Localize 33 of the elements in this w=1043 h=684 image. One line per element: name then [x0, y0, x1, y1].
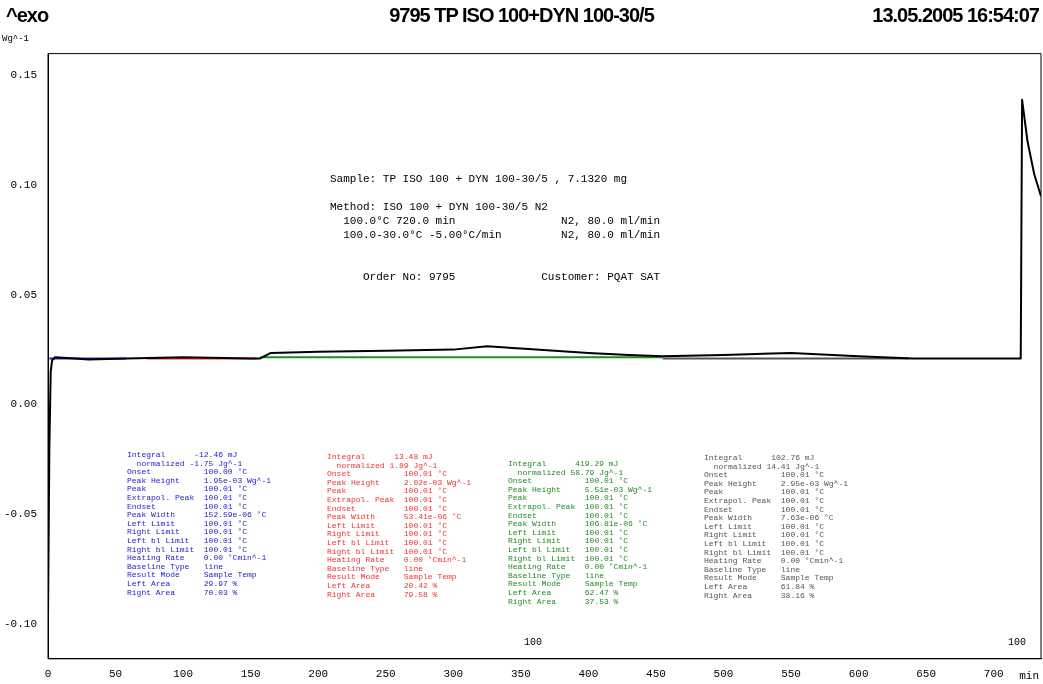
x-tick-label: 200 [308, 668, 329, 681]
y-tick-label: -0.10 [3, 617, 37, 630]
x-tick-label: 150 [240, 668, 261, 681]
y-tick-label: 0.05 [10, 288, 37, 301]
y-tick-label: 0.15 [10, 69, 37, 82]
y-tick-label: 0.10 [10, 179, 37, 192]
x-tick-label: 400 [578, 668, 599, 681]
text: Sample: TP ISO 100 + DYN 100-30/5 , 7.1320 mg Method: ISO 100 + DYN 100-30/5 N2 100.0°C 720.0 min N2, 80.0 ml/min 100.0-30.0°C -5.00°C/min N2, 80.0 ml/min Order No: 9795 Customer: PQAT SAT [330, 173, 661, 283]
x-tick-label: 250 [375, 668, 396, 681]
text: Integral 419.29 mJ normalized 58.79 Jg^-1 Onset 100.01 °C Peak Height 5.51e-03 Wg^-1 Peak 100.01 °C Extrapol. Peak 100.01 °C Endset 100.01 °C Peak Width 106.81e-06 °C Left Limit 100.01 °C Right Limit 100.01 °C Left bl Limit 100.01 °C Right bl Limit 100.01 °C Heating Rate 0.00 °Cmin^-1 Baseline Type line Result Mode Sample Temp Left Area 62.47 % Right Area 37.53 % [508, 459, 653, 606]
x-tick-label: 300 [443, 668, 464, 681]
x-axis-title: min [1019, 670, 1039, 682]
y-axis-title: Wg^-1 [2, 34, 30, 44]
text: Integral -12.46 mJ normalized -1.75 Jg^-1 Onset 100.00 °C Peak Height 1.95e-03 Wg^-1 Peak 100.01 °C Extrapol. Peak 100.01 °C Endset 100.01 °C Peak Width 152.59e-06 °C Left Limit 100.01 °C Right Limit 100.01 °C Left bl Limit 100.01 °C Right bl Limit 100.01 °C Heating Rate 0.00 °Cmin^-1 Baseline Type line Result Mode Sample Temp Left Area 29.97 % Right Area 70.03 % [127, 450, 272, 597]
chart-title: 9795 TP ISO 100+DYN 100-30/5 [389, 4, 654, 26]
x-tick-label: 50 [108, 668, 123, 681]
text: 13.05.2005 16:54:07 [872, 4, 1039, 27]
annotation: 100 [524, 637, 543, 648]
x-tick-label: 500 [713, 668, 734, 681]
x-tick-label: 450 [646, 668, 666, 681]
x-tick-label: 0 [44, 668, 52, 681]
x-tick-label: 100 [173, 668, 194, 681]
x-tick-label: 600 [848, 668, 869, 681]
text: ^exo [6, 4, 49, 27]
y-tick-label: -0.05 [3, 507, 37, 520]
x-tick-label: 650 [916, 668, 937, 681]
annotation: 100 [1008, 637, 1027, 648]
y-tick-label: 0.00 [10, 398, 37, 411]
x-tick-label: 700 [983, 668, 1004, 681]
x-tick-label: 550 [781, 668, 801, 681]
text: Integral 13.48 mJ normalized 1.89 Jg^-1 Onset 100.01 °C Peak Height 2.02e-03 Wg^-1 Peak 100.01 °C Extrapol. Peak 100.01 °C Endset 100.01 °C Peak Width 53.41e-06 °C Left Limit 100.01 °C Right Limit 100.01 °C Left bl Limit 100.01 °C Right bl Limit 100.01 °C Heating Rate 0.00 °Cmin^-1 Baseline Type line Result Mode Sample Temp Left Area 20.42 % Right Area 79.58 % [327, 452, 472, 599]
x-tick-label: 350 [510, 668, 531, 681]
text: Integral 102.76 mJ normalized 14.41 Jg^-1 Onset 100.01 °C Peak Height 2.95e-03 Wg^-1 Peak 100.01 °C Extrapol. Peak 100.01 °C Endset 100.01 °C Peak Width 7.63e-06 °C Left Limit 100.01 °C Right Limit 100.01 °C Left bl Limit 100.01 °C Right bl Limit 100.01 °C Heating Rate 0.00 °Cmin^-1 Baseline Type line Result Mode Sample Temp Left Area 61.84 % Right Area 38.16 % [704, 453, 849, 600]
